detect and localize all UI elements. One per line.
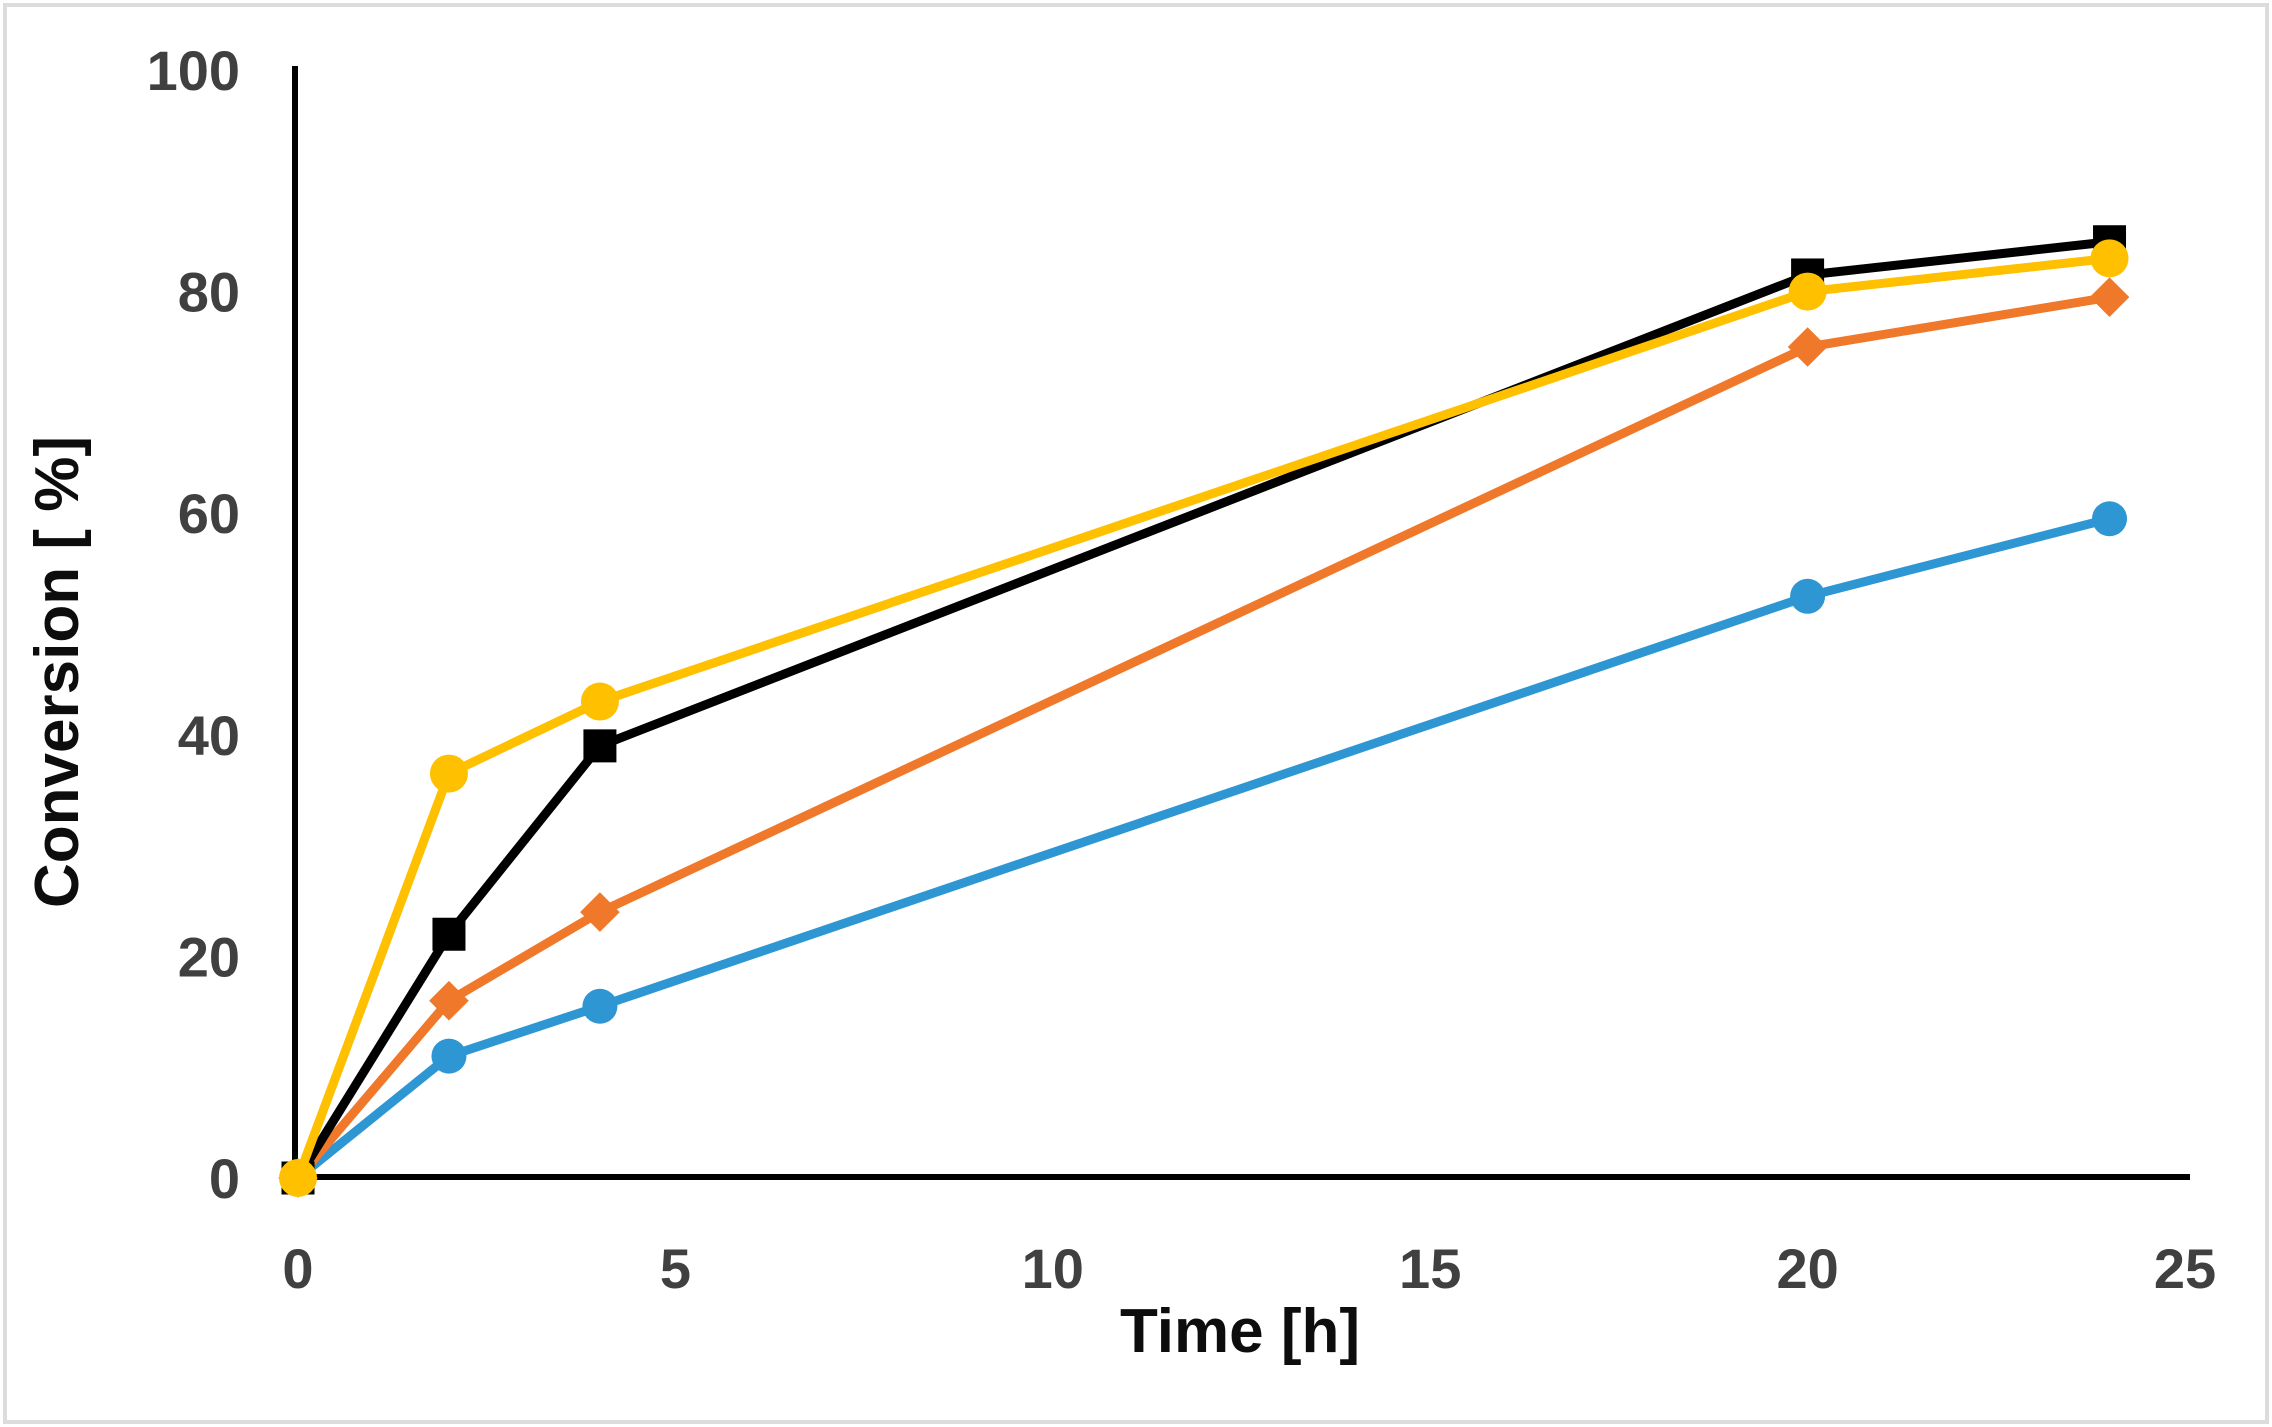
series-line-gold-circles	[293, 253, 2115, 1183]
x-tick-label: 5	[660, 1237, 691, 1300]
x-tick-label: 15	[1399, 1237, 1461, 1300]
x-tick-label: 25	[2154, 1237, 2216, 1300]
x-axis-title: Time [h]	[1120, 1297, 1360, 1366]
series-line-blue-circles	[293, 514, 2115, 1183]
y-tick-label: 60	[178, 482, 240, 545]
y-tick-label: 20	[178, 925, 240, 988]
marker-gold-circles	[2090, 239, 2129, 278]
marker-blue-circles	[431, 1038, 467, 1074]
marker-blue-circles	[2092, 501, 2128, 537]
x-tick-label: 10	[1022, 1237, 1084, 1300]
marker-black-squares	[583, 729, 617, 763]
marker-orange-diamonds	[429, 980, 469, 1021]
series-line-black-squares	[293, 237, 2115, 1183]
y-axis-title: Conversion [ %]	[23, 436, 92, 908]
y-tick-label: 0	[209, 1147, 240, 1210]
plot-area: 0 20 40 60 80 100 0 5 10 15 20 25	[147, 39, 2217, 1300]
y-tick-label: 40	[178, 704, 240, 767]
page-border	[3, 3, 2269, 1424]
marker-black-squares	[432, 917, 466, 951]
y-tick-label: 100	[147, 39, 240, 102]
marker-gold-circles	[279, 1159, 317, 1197]
marker-gold-circles	[1788, 272, 1827, 311]
marker-orange-diamonds	[580, 892, 620, 932]
marker-orange-diamonds	[1787, 327, 1828, 367]
x-tick-label: 0	[282, 1237, 313, 1300]
y-tick-label: 80	[178, 261, 240, 324]
marker-orange-diamonds	[2089, 277, 2130, 317]
marker-blue-circles	[582, 988, 618, 1024]
marker-gold-circles	[580, 682, 619, 721]
x-tick-label: 20	[1776, 1237, 1838, 1300]
marker-blue-circles	[1790, 578, 1826, 614]
series-line-orange-diamonds	[293, 292, 2115, 1183]
marker-gold-circles	[429, 754, 468, 793]
